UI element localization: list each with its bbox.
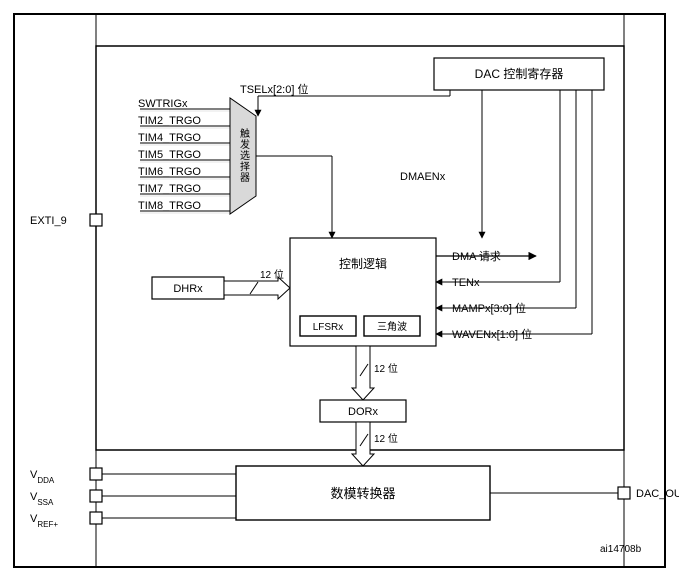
pin-pad	[618, 487, 630, 499]
trigger-mux-label-char: 触	[240, 127, 250, 140]
dac-core-label: 数模转换器	[330, 486, 395, 501]
mux-input-label: TIM5_TRGO	[138, 149, 201, 161]
bus-width-label: 12 位	[374, 432, 398, 445]
side-signal-label: TENx	[452, 277, 480, 289]
pin-pad	[90, 512, 102, 524]
mux-input-label: TIM6_TRGO	[138, 166, 201, 178]
dhr-label: DHRx	[173, 283, 203, 295]
dmaen-label: DMAENx	[400, 171, 446, 183]
triangle-label: 三角波	[377, 320, 407, 333]
mux-input-label: TIM7_TRGO	[138, 183, 201, 195]
pin-label: EXTI_9	[30, 215, 67, 227]
pin-pad	[90, 468, 102, 480]
mux-input-label: TIM8_TRGO	[138, 200, 201, 212]
mux-input-label: TIM4_TRGO	[138, 132, 201, 144]
pin-pad	[90, 214, 102, 226]
trigger-mux-label-char: 择	[240, 160, 250, 173]
mux-input-label: SWTRIGx	[138, 98, 188, 110]
control-logic-label: 控制逻辑	[339, 257, 387, 271]
bus-width-label: 12 位	[374, 362, 398, 375]
mux-input-label: TIM2_TRGO	[138, 115, 201, 127]
dor-label: DORx	[348, 406, 378, 418]
trigger-mux-label-char: 器	[240, 172, 250, 184]
lfsr-label: LFSRx	[313, 322, 344, 333]
pin-label: DAC_OUTx	[636, 488, 679, 500]
trigger-mux-label-char: 发	[240, 138, 250, 151]
tsel-label: TSELx[2:0] 位	[240, 82, 308, 96]
trigger-mux-label-char: 选	[240, 149, 250, 162]
image-id-label: ai14708b	[600, 544, 642, 555]
bus-width-label: 12 位	[260, 268, 284, 281]
pin-pad	[90, 490, 102, 502]
dac-control-register-label: DAC 控制寄存器	[475, 66, 564, 81]
